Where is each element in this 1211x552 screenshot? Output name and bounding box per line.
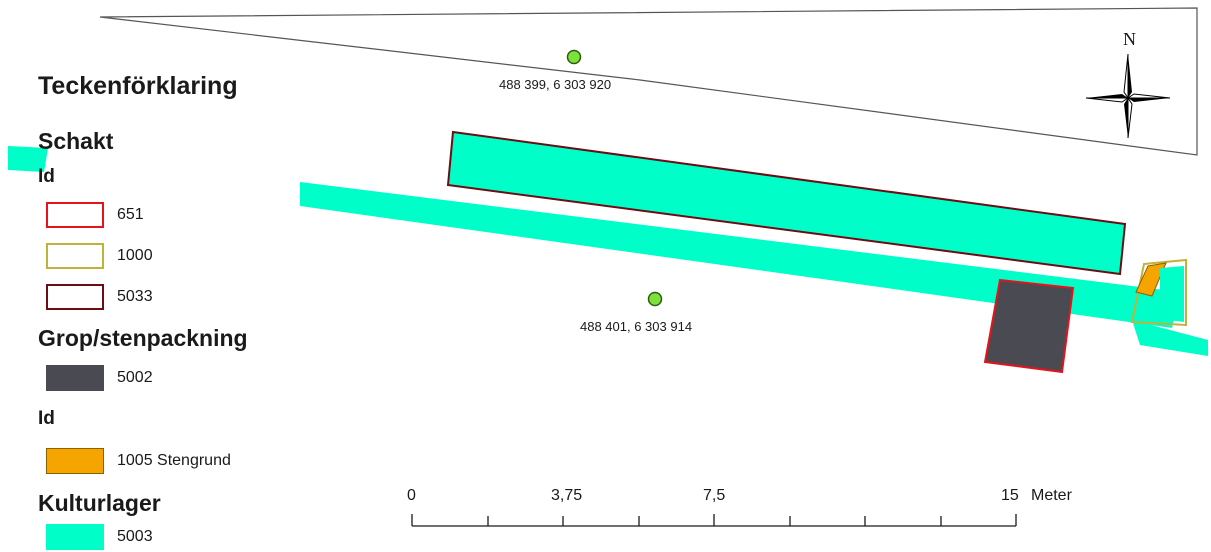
legend-item: 651 — [46, 200, 144, 230]
scale-label: 0 — [407, 487, 416, 504]
survey-point-icon — [566, 49, 582, 65]
legend-heading: Grop/stenpackning — [38, 325, 248, 351]
legend-title: Teckenförklaring — [38, 72, 238, 100]
legend-item: 1000 — [46, 241, 153, 271]
legend-item-label: 5033 — [117, 288, 153, 305]
grop-5002 — [983, 278, 1075, 374]
legend-swatch — [46, 243, 104, 269]
kulturlager-5003-strip-right — [1132, 320, 1208, 356]
point-label: 488 399, 6 303 920 — [499, 77, 612, 92]
legend-item: 5003 — [46, 522, 153, 552]
scale-unit: Meter — [1031, 487, 1072, 504]
north-label: N — [1123, 29, 1136, 49]
legend-swatch — [46, 365, 104, 391]
legend-heading: Schakt — [38, 128, 114, 154]
kulturlager-5003-strip — [300, 182, 1180, 328]
legend-item: 1005 Stengrund — [46, 446, 231, 476]
legend-heading: Kulturlager — [38, 490, 161, 516]
kulturlager-5003-patch — [1150, 266, 1184, 322]
legend-swatch — [46, 202, 104, 228]
legend-swatch — [46, 448, 104, 474]
kulturlager-5003-strip-left — [8, 146, 48, 172]
point-label: 488 401, 6 303 914 — [580, 319, 693, 334]
stengrund-1005 — [1135, 262, 1167, 297]
legend-item-label: 5003 — [117, 528, 153, 545]
legend-item-label: 5002 — [117, 369, 153, 386]
north-arrow-icon — [1085, 53, 1171, 139]
legend-subheading: Id — [38, 166, 55, 187]
legend-item: 5002 — [46, 363, 153, 393]
legend: Teckenförklaring Schakt Id 651 1000 5033… — [0, 0, 320, 550]
legend-item-label: 651 — [117, 206, 144, 223]
scale-label: 7,5 — [703, 487, 726, 504]
legend-subheading: Id — [38, 408, 55, 429]
legend-item: 5033 — [46, 282, 153, 312]
scale-bar — [411, 514, 1017, 527]
legend-item-label: 1000 — [117, 247, 153, 264]
survey-point-icon — [647, 291, 663, 307]
scale-label: 3,75 — [551, 487, 583, 504]
schakt-1000 — [1130, 258, 1187, 327]
excavation-boundary — [99, 7, 1198, 156]
legend-item-label: 1005 Stengrund — [117, 452, 231, 469]
legend-swatch — [46, 284, 104, 310]
scale-label: 15 — [1001, 487, 1019, 504]
legend-swatch — [46, 524, 104, 550]
schakt-5033 — [446, 130, 1127, 276]
